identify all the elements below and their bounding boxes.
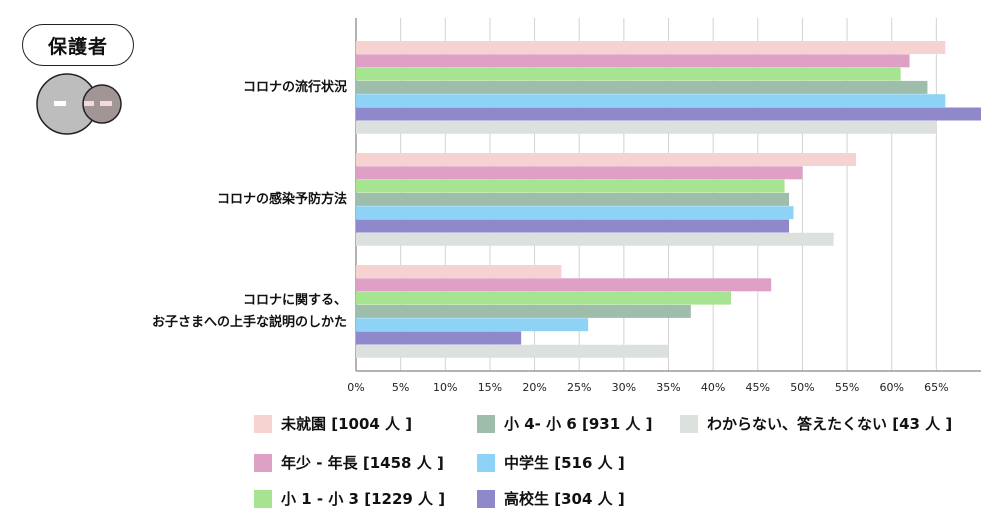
legend-swatch: [477, 414, 495, 433]
legend-swatch: [477, 453, 495, 472]
bar-4-cat-3: [356, 304, 691, 318]
bar-5-cat-3: [356, 318, 589, 332]
x-tick-label: 65%: [924, 381, 948, 394]
x-tick-label: 40%: [701, 381, 725, 394]
badge-label: 保護者: [47, 35, 108, 58]
x-tick-label: 10%: [433, 381, 457, 394]
legend-item: 高校生 [304 人 ]: [477, 488, 625, 509]
bar-1-cat-1: [356, 41, 946, 54]
x-tick-label: 25%: [567, 381, 591, 394]
x-tick-label: 35%: [656, 381, 680, 394]
bar-4-cat-1: [356, 80, 928, 94]
legend-swatch: [254, 414, 272, 433]
x-tick-label: 45%: [746, 381, 770, 394]
x-tick-label: 50%: [790, 381, 814, 394]
x-tick-label: 20%: [522, 381, 546, 394]
category-label-line: コロナの感染予防方法: [216, 192, 347, 207]
legend-swatch: [254, 489, 272, 508]
legend-item: 年少 - 年長 [1458 人 ]: [254, 452, 444, 473]
bar-7-cat-2: [356, 232, 834, 246]
category-label: コロナの流行状況: [243, 77, 347, 99]
x-tick-label: 30%: [612, 381, 636, 394]
venn-diagram-icon: [36, 73, 122, 135]
category-label: コロナの感染予防方法: [217, 189, 347, 211]
x-tick-label: 15%: [478, 381, 502, 394]
legend-label: 高校生 [304 人 ]: [504, 490, 625, 508]
legend-label: 小 4- 小 6 [931 人 ]: [504, 415, 653, 433]
bar-1-cat-2: [356, 153, 856, 166]
legend-label: 未就園 [1004 人 ]: [281, 415, 413, 433]
legend-label: 小 1 - 小 3 [1229 人 ]: [281, 490, 446, 508]
legend-item: 小 4- 小 6 [931 人 ]: [477, 413, 652, 434]
legend-label: 年少 - 年長 [1458 人 ]: [281, 454, 444, 472]
legend-swatch: [254, 453, 272, 472]
legend-swatch: [477, 489, 495, 508]
bar-4-cat-2: [356, 192, 790, 206]
bar-2-cat-3: [356, 278, 772, 292]
category-label-line: コロナの流行状況: [242, 80, 347, 95]
bar-3-cat-2: [356, 179, 785, 193]
legend-label: わからない、答えたくない [43 人 ]: [707, 415, 953, 433]
bar-2-cat-2: [356, 166, 803, 180]
x-tick-label: 55%: [835, 381, 859, 394]
legend-item: 小 1 - 小 3 [1229 人 ]: [254, 488, 445, 509]
bar-7-cat-3: [356, 344, 669, 358]
respondent-badge: 保護者: [22, 24, 134, 66]
legend-label: 中学生 [516 人 ]: [504, 454, 625, 472]
bar-5-cat-2: [356, 206, 794, 220]
legend-item: わからない、答えたくない [43 人 ]: [680, 413, 952, 434]
bar-1-cat-3: [356, 265, 562, 278]
bar-3-cat-3: [356, 291, 731, 305]
x-tick-label: 60%: [879, 381, 903, 394]
bar-7-cat-1: [356, 120, 937, 134]
category-label-line: コロナに関する、: [242, 293, 347, 308]
bar-6-cat-2: [356, 219, 790, 233]
legend-item: 未就園 [1004 人 ]: [254, 413, 412, 434]
category-label-line: お子さまへの上手な説明のしかた: [151, 315, 347, 330]
category-label: コロナに関する、お子さまへの上手な説明のしかた: [152, 290, 347, 334]
x-tick-label: 5%: [392, 381, 409, 394]
legend-swatch: [680, 414, 698, 433]
bar-3-cat-1: [356, 67, 901, 81]
x-tick-label: 0%: [347, 381, 364, 394]
bar-6-cat-1: [356, 107, 981, 121]
bar-6-cat-3: [356, 331, 522, 345]
legend-item: 中学生 [516 人 ]: [477, 452, 625, 473]
bar-2-cat-1: [356, 54, 910, 68]
bar-5-cat-1: [356, 94, 946, 108]
